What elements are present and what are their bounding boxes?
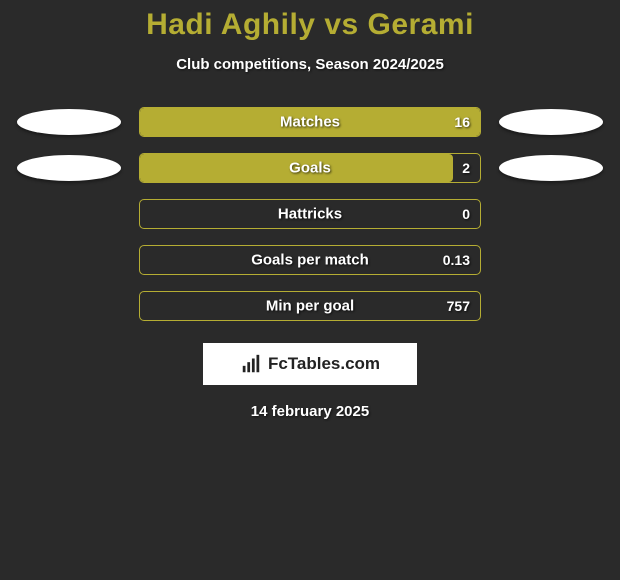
page-title: Hadi Aghily vs Gerami <box>0 8 620 42</box>
right-ellipse <box>499 155 603 181</box>
subtitle: Club competitions, Season 2024/2025 <box>0 56 620 73</box>
stat-label: Goals <box>289 160 331 177</box>
stat-bar: Hattricks 0 <box>139 199 481 229</box>
branding-text: FcTables.com <box>268 354 380 374</box>
stat-label: Goals per match <box>251 252 369 269</box>
stat-row: Min per goal 757 <box>0 291 620 321</box>
stats-rows: Matches 16 Goals 2 Hattricks 0 Goals per match… <box>0 107 620 321</box>
branding-badge: FcTables.com <box>203 343 417 385</box>
left-ellipse <box>17 155 121 181</box>
stat-value: 16 <box>454 114 470 130</box>
stat-bar: Matches 16 <box>139 107 481 137</box>
stat-label: Min per goal <box>266 298 354 315</box>
stat-value: 0 <box>462 206 470 222</box>
stat-row: Goals 2 <box>0 153 620 183</box>
stat-label: Matches <box>280 114 340 131</box>
left-ellipse <box>17 109 121 135</box>
stat-label: Hattricks <box>278 206 342 223</box>
stat-bar: Goals 2 <box>139 153 481 183</box>
chart-icon <box>240 353 262 375</box>
stat-value: 2 <box>462 160 470 176</box>
stat-value: 0.13 <box>443 252 470 268</box>
stat-bar: Goals per match 0.13 <box>139 245 481 275</box>
date-label: 14 february 2025 <box>0 403 620 420</box>
stat-row: Matches 16 <box>0 107 620 137</box>
right-ellipse <box>499 109 603 135</box>
stat-value: 757 <box>447 298 470 314</box>
stat-row: Hattricks 0 <box>0 199 620 229</box>
stat-row: Goals per match 0.13 <box>0 245 620 275</box>
stat-bar: Min per goal 757 <box>139 291 481 321</box>
